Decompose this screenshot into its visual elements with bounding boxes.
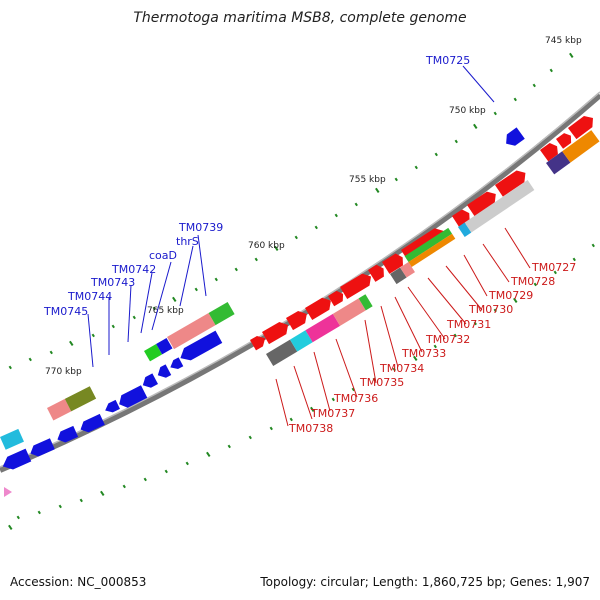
genome-backbone-highlight xyxy=(0,91,600,468)
gene-reverse-tm0745[interactable] xyxy=(0,428,24,450)
gene-forward[interactable] xyxy=(368,263,387,282)
tick-label-765kbp: 765 kbp xyxy=(147,306,184,316)
gene-reverse[interactable] xyxy=(78,413,105,435)
label-tm0735[interactable]: TM0735 xyxy=(359,376,404,389)
gene-reverse-tm0744[interactable] xyxy=(47,398,72,421)
gene-forward[interactable] xyxy=(250,333,268,351)
gene-forward[interactable] xyxy=(328,289,346,307)
gene-forward[interactable] xyxy=(467,188,500,217)
gene-reverse-tm0725[interactable] xyxy=(502,127,525,149)
tick-label-755kbp: 755 kbp xyxy=(349,175,386,185)
gene-forward[interactable] xyxy=(262,319,292,345)
gene-forward[interactable] xyxy=(286,308,310,331)
reverse-strand-genes xyxy=(0,302,235,473)
gene-reverse-coad[interactable] xyxy=(144,344,163,362)
gene-reverse[interactable] xyxy=(155,364,172,380)
gene-reverse[interactable] xyxy=(140,373,158,390)
gene-domain-tm0727[interactable] xyxy=(546,151,571,175)
gene-reverse-thrs[interactable] xyxy=(167,313,216,350)
label-tm0730[interactable]: TM0730 xyxy=(468,303,513,316)
tick-label-760kbp: 760 kbp xyxy=(248,241,285,251)
gene-domain-tm0738[interactable] xyxy=(266,339,298,367)
scale-tick-ring xyxy=(8,52,574,370)
domain-tracks xyxy=(266,130,600,367)
gene-reverse[interactable] xyxy=(28,438,55,459)
pink-marker xyxy=(4,487,12,497)
label-tm0744[interactable]: TM0744 xyxy=(67,290,112,303)
genome-info-text: Topology: circular; Length: 1,860,725 bp… xyxy=(259,575,590,589)
gene-forward[interactable] xyxy=(540,141,561,162)
label-tm0731[interactable]: TM0731 xyxy=(446,318,491,331)
gene-reverse[interactable] xyxy=(116,385,148,410)
label-coad[interactable]: coaD xyxy=(149,249,177,262)
gene-forward[interactable] xyxy=(568,112,597,140)
tick-label-750kbp: 750 kbp xyxy=(449,106,486,116)
gene-reverse[interactable] xyxy=(103,399,120,415)
tick-label-770kbp: 770 kbp xyxy=(45,367,82,377)
label-tm0725[interactable]: TM0725 xyxy=(425,54,470,67)
accession-text: Accession: NC_000853 xyxy=(10,575,146,589)
right-label-leaders xyxy=(275,227,531,427)
label-thrs[interactable]: thrS xyxy=(176,235,199,248)
gene-forward[interactable] xyxy=(382,251,406,274)
gene-forward[interactable] xyxy=(340,271,375,300)
gene-reverse[interactable] xyxy=(168,357,184,371)
label-tm0728[interactable]: TM0728 xyxy=(510,275,555,288)
gene-domain-tm0729[interactable] xyxy=(458,222,472,237)
map-title: Thermotoga maritima MSB8, complete genom… xyxy=(133,10,466,26)
genome-backbone xyxy=(0,92,600,473)
label-tm0745[interactable]: TM0745 xyxy=(43,305,88,318)
tick-label-745kbp: 745 kbp xyxy=(545,36,582,46)
gene-reverse[interactable] xyxy=(177,330,223,365)
label-tm0729[interactable]: TM0729 xyxy=(488,289,533,302)
label-tm0738[interactable]: TM0738 xyxy=(288,422,333,435)
label-tm0727[interactable]: TM0727 xyxy=(531,261,576,274)
gene-domain-tm0732[interactable] xyxy=(390,267,407,285)
label-tm0743[interactable]: TM0743 xyxy=(90,276,135,289)
label-tm0733[interactable]: TM0733 xyxy=(401,347,446,360)
left-label-leaders xyxy=(87,65,495,368)
label-tm0732[interactable]: TM0732 xyxy=(425,333,470,346)
label-tm0739[interactable]: TM0739 xyxy=(178,221,223,234)
gene-forward[interactable] xyxy=(495,167,529,197)
gene-forward[interactable] xyxy=(305,295,334,321)
label-tm0737[interactable]: TM0737 xyxy=(310,407,355,420)
label-tm0736[interactable]: TM0736 xyxy=(333,392,378,405)
gene-forward[interactable] xyxy=(556,131,574,149)
gene-reverse[interactable] xyxy=(55,425,79,445)
gene-reverse[interactable] xyxy=(0,448,32,473)
label-tm0742[interactable]: TM0742 xyxy=(111,263,156,276)
label-tm0734[interactable]: TM0734 xyxy=(379,362,424,375)
